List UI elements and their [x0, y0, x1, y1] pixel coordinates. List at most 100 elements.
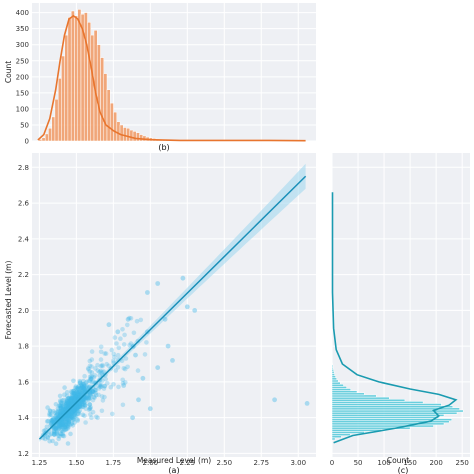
panel-a-point	[122, 366, 128, 372]
panel-a-point	[55, 426, 61, 432]
panel-a-point	[77, 380, 83, 386]
panel-a-point	[73, 385, 78, 391]
panel-c-bar	[331, 390, 358, 394]
panel-a-point	[64, 417, 70, 422]
panel-c-bar	[331, 411, 458, 415]
panel-a-point	[64, 408, 70, 413]
panel-a-point	[81, 384, 87, 390]
panel-a-point	[87, 391, 93, 397]
panel-a-point	[69, 409, 74, 414]
panel-a-point	[72, 412, 78, 418]
panel-b-bar	[96, 44, 101, 142]
panel-a-point	[89, 349, 95, 354]
panel-a-point	[88, 393, 93, 398]
panel-a-point	[67, 401, 72, 407]
panel-a-point	[111, 382, 116, 387]
panel-a-point	[73, 394, 79, 399]
panel-a-point	[66, 404, 71, 410]
panel-a-point	[88, 376, 94, 382]
panel-a-point	[58, 423, 64, 428]
panel-a-point	[103, 351, 109, 356]
panel-b-y-tick-label: 0	[25, 138, 29, 146]
panel-a-point	[61, 433, 67, 439]
panel-a-point	[79, 389, 85, 394]
panel-a-point	[74, 404, 80, 409]
panel-a-point	[73, 395, 79, 400]
panel-a-point	[65, 421, 71, 427]
panel-a-point	[120, 327, 125, 332]
panel-c-x-tick-label: 0	[330, 459, 334, 467]
panel-a-point	[64, 422, 69, 428]
panel-a-point	[87, 358, 93, 364]
panel-a-point	[69, 411, 74, 417]
panel-a-point	[120, 402, 126, 408]
panel-a-point	[53, 441, 59, 447]
panel-a-point	[66, 413, 71, 419]
panel-a-point	[59, 421, 65, 427]
panel-a-point	[61, 420, 66, 426]
panel-a-point	[69, 413, 74, 419]
panel-b-bar	[136, 132, 140, 142]
panel-a-point	[78, 385, 83, 391]
panel-a-y-tick-label: 1.2	[18, 450, 29, 458]
panel-a-point	[63, 407, 68, 412]
panel-a-point	[70, 408, 75, 414]
panel-a-point	[80, 404, 86, 410]
panel-a-point	[68, 415, 74, 421]
panel-c-bar	[331, 414, 445, 417]
panel-a-point	[100, 363, 105, 369]
panel-a-point	[62, 427, 67, 432]
panel-a-point	[81, 386, 87, 391]
panel-a-point	[75, 391, 81, 397]
panel-a-point	[65, 405, 70, 411]
panel-c-bar	[331, 388, 351, 391]
panel-a-point	[77, 404, 82, 409]
panel-a-point	[88, 376, 93, 382]
panel-a-point	[63, 421, 69, 427]
panel-a-point	[73, 393, 78, 399]
panel-a-point	[81, 385, 86, 391]
panel-a-point	[83, 380, 89, 386]
panel-c-bar	[331, 396, 390, 400]
panel-a-point	[99, 394, 105, 399]
panel-a-point	[55, 406, 61, 411]
panel-c-bar	[331, 366, 334, 370]
panel-a-point	[72, 398, 77, 404]
panel-b-y-ticks: 0 50 100 150 200 250 300 350 400	[16, 9, 29, 145]
panel-b: 0 50 100 150 200 250 300 350 400 Count (b)	[4, 3, 316, 152]
panel-a-point	[87, 388, 93, 393]
panel-a-point	[75, 411, 81, 417]
panel-a-x-tick-label: 2.00	[143, 459, 159, 467]
panel-a-point	[71, 398, 77, 403]
panel-a-point	[52, 431, 57, 437]
panel-a-point	[54, 425, 59, 430]
panel-a-point	[64, 416, 69, 422]
panel-a-point	[62, 422, 68, 428]
panel-a-point	[69, 411, 75, 416]
panel-a-point	[45, 434, 50, 440]
panel-a-point	[62, 424, 67, 430]
panel-a-grid	[32, 153, 316, 457]
panel-b-y-tick-label: 100	[16, 105, 29, 113]
panel-a-point	[58, 408, 64, 414]
panel-a-point	[59, 409, 65, 414]
panel-a-point	[144, 340, 149, 345]
panel-a-point	[116, 384, 121, 390]
panel-a-point	[98, 344, 104, 350]
panel-c-bars	[331, 362, 464, 441]
panel-a-point	[60, 407, 66, 412]
panel-a-point	[61, 408, 67, 414]
panel-b-bar	[61, 55, 65, 142]
panel-a-point	[68, 431, 73, 437]
panel-a-point	[88, 405, 93, 410]
panel-a-point	[96, 386, 102, 391]
panel-a-point	[89, 415, 94, 421]
panel-a-point	[73, 396, 78, 401]
panel-a-point	[63, 407, 69, 412]
panel-a-point	[98, 384, 103, 390]
panel-a-point	[66, 413, 72, 418]
panel-a-point	[61, 423, 66, 429]
panel-a-point	[63, 404, 68, 410]
panel-a-point	[63, 416, 69, 421]
panel-a-point	[69, 401, 74, 406]
